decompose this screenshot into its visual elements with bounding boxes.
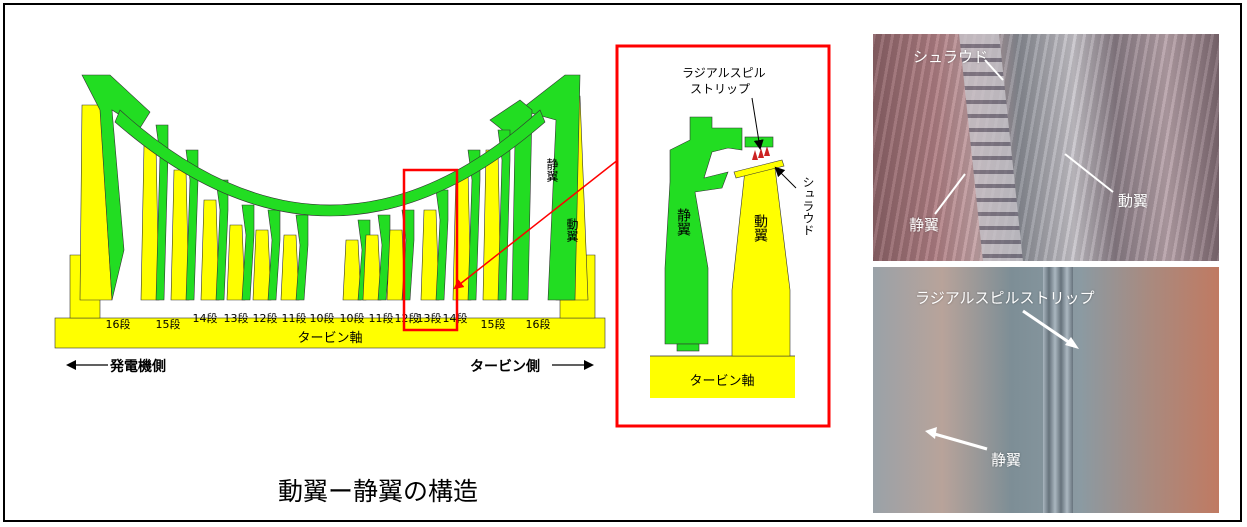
page-title: 動翼ー静翼の構造 — [278, 477, 479, 506]
stage-label: 11段 — [282, 311, 307, 325]
stage-label: 15段 — [481, 317, 506, 331]
photo-top-rotor-label: 動翼 — [1118, 192, 1149, 210]
stage-label: 14段 — [443, 311, 468, 325]
photo-top-shroud-label: シュラウド — [913, 48, 989, 66]
stator-vane — [467, 149, 481, 301]
stator-right-outer — [519, 74, 581, 301]
detail-shroud — [733, 159, 785, 179]
detail-connector-arrow — [453, 151, 629, 290]
generator-side-label: 発電機側 — [109, 358, 166, 375]
stage-label: 10段 — [340, 311, 365, 325]
rotor-blade — [280, 234, 300, 301]
rotor-blade — [252, 229, 272, 301]
stator-vane — [435, 189, 449, 301]
section-rotor-label: 動翼 — [565, 218, 579, 242]
photo-bottom: ラジアルスピルストリップ 静翼 — [873, 267, 1219, 513]
photo-top-pointers — [934, 59, 1114, 215]
stage-13-highlight-box — [402, 168, 459, 332]
photo-top-stator-label: 静翼 — [909, 216, 940, 234]
stage-label: 12段 — [395, 311, 420, 325]
detail-radial-strip-fins — [752, 146, 770, 160]
rotor-blade — [362, 234, 382, 301]
rotor-blade — [420, 209, 440, 301]
stage-label: 11段 — [369, 311, 394, 325]
turbine-side-label: タービン側 — [470, 358, 540, 375]
section-stator-label: 静翼 — [545, 158, 559, 182]
detail-shroud-pointer — [774, 166, 797, 189]
stage-label: 10段 — [310, 311, 335, 325]
rotor-blade — [170, 169, 190, 301]
detail-rotor-label: 動翼 — [752, 214, 768, 242]
stage-label: 13段 — [224, 311, 249, 325]
detail-stator — [664, 116, 743, 345]
turbine-shaft — [54, 317, 606, 349]
stage-label: 12段 — [253, 311, 278, 325]
rotor-blade — [226, 224, 246, 301]
stator-vane — [377, 214, 391, 301]
rotor-blade — [452, 169, 472, 301]
rotor-blade — [140, 144, 160, 301]
rotor-blade — [482, 149, 502, 301]
photo-top: シュラウド 静翼 動翼 — [873, 34, 1219, 261]
detail-shaft-label: タービン軸 — [689, 374, 754, 389]
photo-bottom-radial-strip-label: ラジアルスピルストリップ — [915, 289, 1095, 307]
stage-blade-group — [114, 109, 546, 301]
stator-vane — [215, 179, 229, 301]
photo-bottom-pointers — [925, 309, 1079, 451]
detail-shaft — [650, 356, 795, 398]
stage-label: 14段 — [193, 311, 218, 325]
shaft-label: タービン軸 — [297, 331, 362, 346]
stator-vane — [295, 214, 309, 301]
rotor-blade — [342, 239, 362, 301]
detail-radial-strip-pointer — [751, 97, 764, 150]
photo-bottom-stator-label: 静翼 — [991, 451, 1022, 469]
detail-radial-strip-label-1: ラジアルスピル — [682, 66, 766, 80]
stator-vane — [497, 129, 511, 301]
detail-stator-foot — [676, 343, 700, 352]
stage-label: 15段 — [156, 317, 181, 331]
slide-frame — [3, 3, 1242, 522]
detail-radial-strip-label-2: ストリップ — [690, 82, 750, 96]
stator-left-outer — [81, 74, 151, 301]
rotor-blade — [200, 199, 220, 301]
stage-label: 16段 — [526, 317, 551, 331]
detail-stator-label: 静翼 — [675, 208, 691, 236]
detail-shroud-label: シュラウド — [801, 176, 815, 236]
stage-label: 16段 — [106, 317, 131, 331]
rotor-blade — [386, 229, 406, 301]
stator-vane — [267, 209, 281, 301]
stage-label: 13段 — [417, 311, 442, 325]
casing-band — [114, 109, 546, 217]
stator-vane — [185, 149, 199, 301]
stator-vane — [241, 204, 255, 301]
